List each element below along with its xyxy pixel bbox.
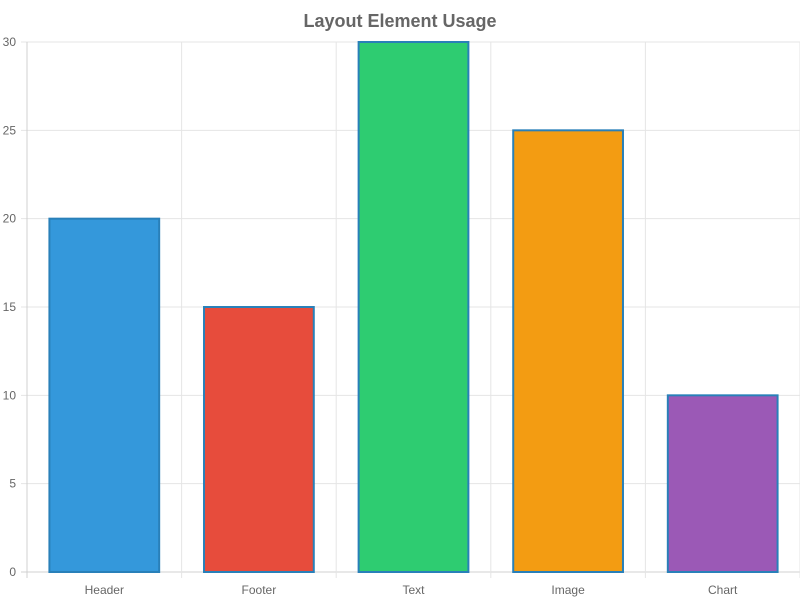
x-tick-label: Chart <box>708 583 738 597</box>
bar-chart <box>666 394 779 574</box>
x-tick-label: Header <box>85 583 124 597</box>
tick-layer: 0 5 10 15 20 25 30 Header Footer Text Image Chart <box>3 35 738 597</box>
bar-image <box>512 129 624 573</box>
y-tick-label: 5 <box>9 477 16 491</box>
bar-text <box>357 41 470 573</box>
y-tick-label: 20 <box>3 212 17 226</box>
y-tick-label: 10 <box>3 388 17 402</box>
bar-header <box>48 217 161 574</box>
y-tick-label: 0 <box>9 565 16 579</box>
chart-title: Layout Element Usage <box>303 11 496 31</box>
x-tick-label: Text <box>402 583 425 597</box>
bar-layer <box>48 41 779 574</box>
bar-footer <box>203 306 315 573</box>
y-tick-label: 25 <box>3 123 17 137</box>
y-tick-label: 30 <box>3 35 17 49</box>
x-tick-label: Footer <box>242 583 277 597</box>
y-tick-label: 15 <box>3 300 17 314</box>
x-tick-label: Image <box>551 583 585 597</box>
